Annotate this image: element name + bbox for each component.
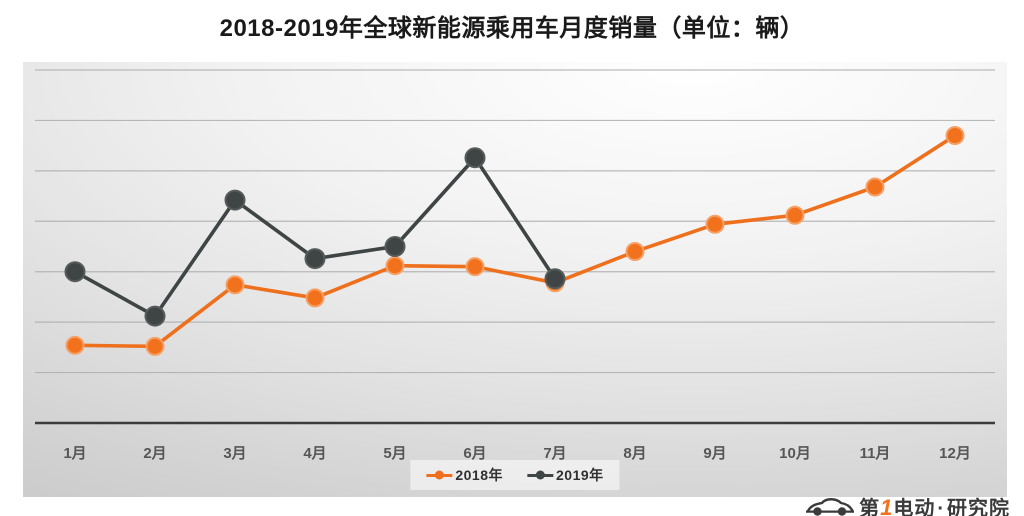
data-point-marker <box>304 248 326 270</box>
legend-item-2018: 2018年 <box>426 465 503 485</box>
series-line-2018 <box>73 133 957 349</box>
data-point-marker <box>464 147 486 169</box>
brand-text: 第1电动 · 研究院 <box>859 493 1010 516</box>
data-point-marker <box>144 305 166 327</box>
chart-panel: 1月 2月 3月 4月 5月 6月 7月 8月 9月 10月 11月 12月 2018年 2019年 <box>23 62 1007 497</box>
data-point-marker <box>945 126 965 146</box>
line-chart <box>35 69 995 425</box>
legend-label: 2019年 <box>556 467 604 483</box>
brand-suffix: 电动 <box>893 498 936 516</box>
brand-watermark: 第1电动 · 研究院 <box>805 493 1010 516</box>
data-point-marker <box>384 236 406 257</box>
data-point-marker <box>64 261 86 283</box>
chart-legend: 2018年 2019年 <box>410 460 620 490</box>
brand-prefix: 第 <box>859 498 881 516</box>
data-point-marker <box>865 177 885 197</box>
data-point-marker <box>224 189 246 211</box>
legend-label: 2018年 <box>455 467 503 483</box>
data-point-marker <box>705 214 725 234</box>
car-outline-icon <box>806 498 855 516</box>
brand-separator: · <box>937 498 945 516</box>
data-point-marker <box>785 205 805 225</box>
chart-title: 2018-2019年全球新能源乘用车月度销量（单位：辆） <box>219 15 805 42</box>
legend-item-2019: 2019年 <box>527 465 604 485</box>
data-point-marker <box>385 256 405 276</box>
data-point-marker <box>145 336 165 356</box>
data-point-marker <box>465 257 485 277</box>
data-point-marker <box>65 335 85 355</box>
data-point-marker <box>625 242 645 262</box>
data-point-marker <box>305 288 325 308</box>
brand-number: 1 <box>880 495 894 516</box>
data-point-marker <box>544 268 566 290</box>
legend-line-marker-icon <box>527 470 553 481</box>
data-point-marker <box>225 275 245 295</box>
legend-line-marker-icon <box>426 470 453 481</box>
brand-institute: 研究院 <box>947 498 1010 516</box>
